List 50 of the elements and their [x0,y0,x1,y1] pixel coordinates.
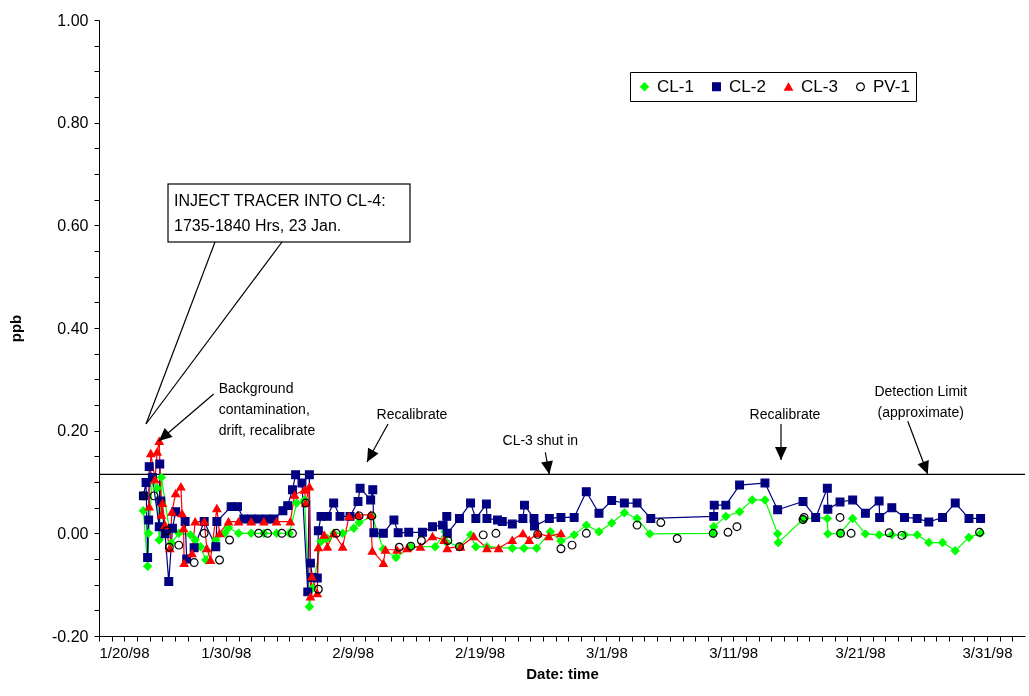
point [556,544,566,554]
y-tick-label: 0.60 [57,216,89,234]
point [189,558,199,568]
point [199,528,209,538]
annotation: CL-3 shut in [502,432,579,449]
y-tick-label: 0.20 [57,422,89,440]
point [263,528,273,538]
point [149,491,159,501]
x-tick-label: 2/19/98 [455,643,506,661]
point [491,528,501,538]
point [723,527,733,537]
x-tick-label: 1/20/98 [99,643,150,661]
point [277,528,287,538]
x-tick-label: 1/30/98 [201,643,252,661]
x-tick-label: 2/9/98 [332,643,375,661]
x-tick-label: 3/21/98 [835,643,886,661]
y-tick-label: 0.40 [57,319,89,337]
legend-label: CL-2 [729,76,766,96]
legend-label: CL-3 [801,76,838,96]
x-axis-title: Date: time [526,664,599,682]
x-tick-label: 3/1/98 [586,643,628,661]
x-tick-label: 3/31/98 [962,643,1013,661]
point [672,534,682,543]
annotation: INJECT TRACER INTO CL-4: 1735-1840 Hrs, 23 Jan. [174,192,386,234]
point [632,520,642,530]
point [225,535,235,545]
point [835,512,845,522]
annotation: Recalibrate [749,406,821,422]
y-tick-label: -0.20 [52,627,89,645]
y-tick-label: 1.00 [57,11,89,29]
point [567,540,577,550]
annotation: Recalibrate [376,406,448,422]
point [215,555,224,565]
y-tick-label: 0.00 [57,524,89,542]
point [174,540,184,550]
point [581,528,591,538]
point [478,530,488,540]
point [254,528,264,538]
point [846,528,856,538]
ref-line-label: Detection Limit (approximate) [874,383,968,421]
annotation: Background contamination, drift, recalibrate [218,379,316,438]
x-tick-label: 3/11/98 [709,643,759,661]
point [732,522,742,532]
point [313,584,323,594]
legend-label: CL-1 [657,76,694,96]
point [656,518,666,528]
legend-label: PV-1 [873,76,910,96]
y-tick-label: 0.80 [57,114,89,132]
point [416,536,426,545]
y-axis-title: ppb [7,314,25,343]
